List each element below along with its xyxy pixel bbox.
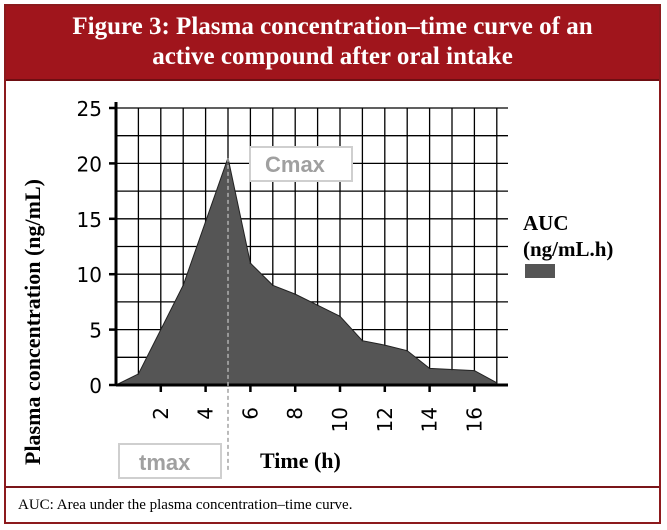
figure-title: Figure 3: Plasma concentration–time curv… xyxy=(6,12,659,72)
tmax-box xyxy=(118,443,222,479)
auc-area xyxy=(115,156,498,386)
axis-layer xyxy=(109,102,508,392)
legend-label-line1: AUC xyxy=(523,211,569,235)
figure-header: Figure 3: Plasma concentration–time curv… xyxy=(6,6,659,81)
data-point xyxy=(406,349,409,352)
y-tick-label: 15 xyxy=(77,208,102,232)
figure-footer: AUC: Area under the plasma concentration… xyxy=(6,486,659,524)
data-point xyxy=(361,339,364,342)
x-tick-label: 8 xyxy=(283,407,307,420)
legend-swatch xyxy=(525,264,555,278)
y-tick-label: 25 xyxy=(77,97,102,121)
data-point xyxy=(316,304,319,307)
data-point xyxy=(428,367,431,370)
data-point xyxy=(137,373,140,375)
footnote: AUC: Area under the plasma concentration… xyxy=(18,497,353,513)
x-tick-label: 12 xyxy=(373,407,397,432)
x-tick-label: 16 xyxy=(462,407,486,432)
tmax-callout: tmax xyxy=(118,443,222,479)
x-tick-label: 14 xyxy=(418,407,442,432)
tmax-label: tmax xyxy=(139,450,191,475)
cmax-box xyxy=(249,146,353,182)
data-point xyxy=(182,284,184,287)
data-point xyxy=(339,315,341,318)
data-point xyxy=(473,369,476,372)
y-axis-title: Plasma concentration (ng/mL) xyxy=(20,179,45,465)
x-tick-label: 2 xyxy=(149,407,173,420)
x-axis-title: Time (h) xyxy=(260,448,341,473)
legend-label-line2: (ng/mL.h) xyxy=(523,237,613,261)
y-tick-label: 0 xyxy=(89,374,102,398)
label-layer: 0 5 10 15 20 25 2 4 6 8 10 12 14 16 xyxy=(77,97,487,432)
figure-title-line2: active compound after oral intake xyxy=(152,43,513,70)
data-point xyxy=(496,381,498,384)
data-point xyxy=(249,262,252,264)
data-point xyxy=(384,344,386,346)
y-tick-label: 20 xyxy=(77,152,102,176)
x-tick-label: 4 xyxy=(194,407,218,420)
y-tick-label: 10 xyxy=(77,263,102,287)
y-tick-label: 5 xyxy=(89,319,102,343)
x-tick-label: 10 xyxy=(328,407,352,432)
cmax-label: Cmax xyxy=(265,152,326,177)
data-point xyxy=(451,368,453,371)
x-tick-label: 6 xyxy=(238,407,262,420)
data-point xyxy=(272,284,274,287)
figure-title-line1: Figure 3: Plasma concentration–time curv… xyxy=(72,13,593,40)
cmax-callout: Cmax xyxy=(249,146,353,182)
data-point xyxy=(294,293,297,295)
legend: AUC (ng/mL.h) xyxy=(523,211,613,278)
